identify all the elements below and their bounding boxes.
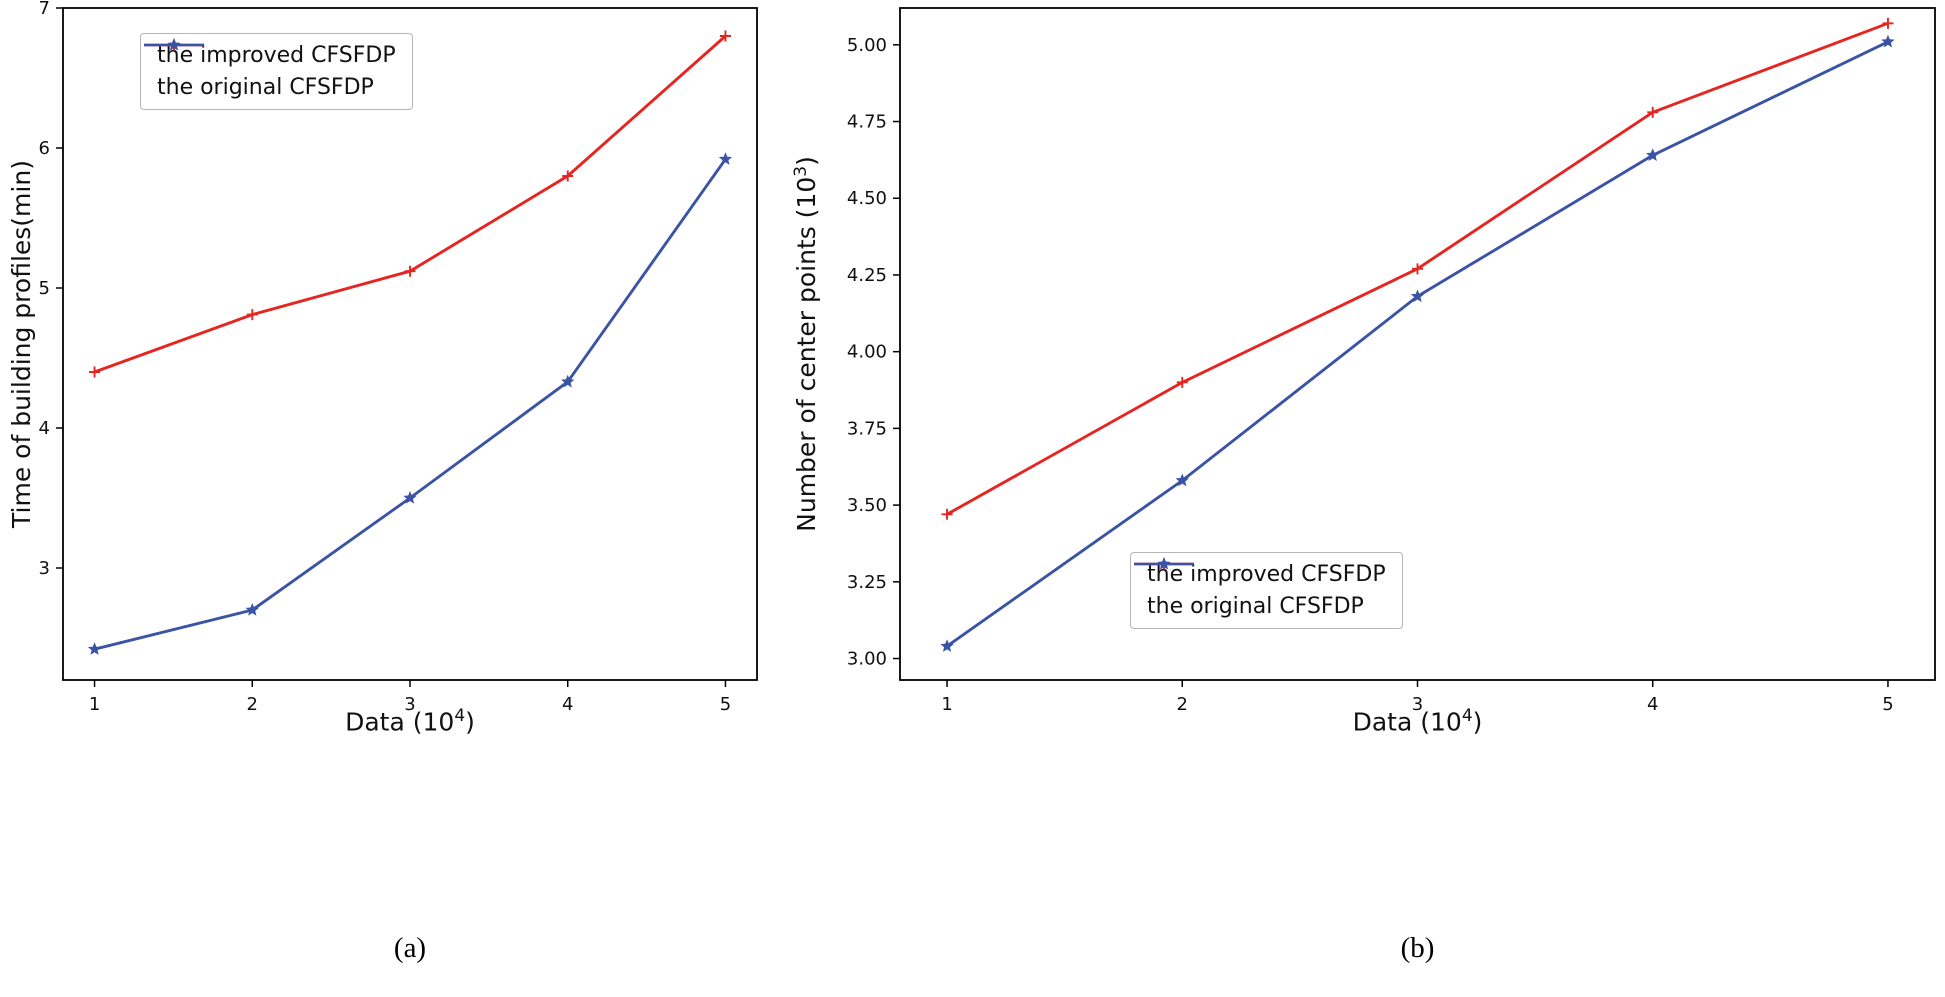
chart-a-x-axis-label: Data (104) (63, 706, 757, 736)
chart-b-x-axis-label-post: ) (1472, 707, 1483, 737)
svg-text:7: 7 (39, 0, 50, 19)
svg-text:1: 1 (941, 694, 952, 715)
svg-text:2: 2 (1177, 694, 1188, 715)
chart-a-legend-label-improved: the improved CFSFDP (157, 43, 396, 68)
svg-text:3.25: 3.25 (847, 572, 887, 593)
chart-b-legend: the improved CFSFDP the original CFSFDP (1130, 552, 1403, 629)
svg-text:5: 5 (39, 278, 50, 299)
svg-text:3.75: 3.75 (847, 418, 887, 439)
chart-b-plot-area: 1 2 3 4 5 3.00 3.25 3.50 3.75 4.00 4.25 4.50 4.75 5.0… (847, 7, 1936, 715)
chart-a-y-axis-label: Time of building profiles(min) (6, 160, 36, 528)
svg-text:2: 2 (247, 694, 258, 715)
svg-text:6: 6 (39, 138, 50, 159)
chart-a-plot-area: 1 2 3 4 5 3 4 5 6 7 (39, 0, 758, 715)
svg-text:5: 5 (1882, 694, 1893, 715)
chart-b-y-axis-label: Number of center points (103) (791, 156, 821, 532)
chart-b: 1 2 3 4 5 3.00 3.25 3.50 3.75 4.00 4.25 4.50 4.75 5.0… (780, 0, 1945, 997)
chart-a-x-axis-label-text: Data (10 (345, 707, 455, 737)
chart-b-legend-label-original: the original CFSFDP (1147, 594, 1364, 619)
svg-text:4.50: 4.50 (847, 188, 887, 209)
original-line-marker-icon (144, 38, 204, 51)
chart-b-x-axis-label: Data (104) (900, 706, 1935, 736)
chart-a-caption: (a) (393, 932, 427, 964)
svg-text:4.25: 4.25 (847, 265, 887, 286)
chart-a-legend-label-original: the original CFSFDP (157, 75, 374, 100)
svg-text:1: 1 (89, 694, 100, 715)
original-line-marker-icon (1134, 557, 1194, 570)
chart-b-y-axis-label-text: Number of center points (10 (792, 176, 822, 532)
svg-text:3.50: 3.50 (847, 495, 887, 516)
chart-a-legend-item-original: the original CFSFDP (144, 38, 396, 100)
svg-text:5.00: 5.00 (847, 35, 887, 56)
svg-text:3.00: 3.00 (847, 649, 887, 670)
svg-text:3: 3 (1412, 694, 1423, 715)
chart-a-x-axis-label-post: ) (465, 707, 475, 737)
svg-text:4: 4 (562, 694, 573, 715)
svg-text:4.00: 4.00 (847, 342, 887, 363)
svg-text:4: 4 (39, 418, 50, 439)
svg-text:4.75: 4.75 (847, 112, 887, 133)
svg-text:3: 3 (39, 558, 50, 579)
chart-a-x-axis-label-sup: 4 (454, 706, 466, 726)
svg-text:4: 4 (1647, 694, 1658, 715)
chart-b-legend-label-improved: the improved CFSFDP (1147, 562, 1386, 587)
chart-b-legend-item-original: the original CFSFDP (1134, 557, 1386, 619)
chart-b-y-axis-label-sup: 3 (790, 165, 811, 177)
chart-b-x-axis-label-text: Data (10 (1352, 707, 1462, 737)
chart-a-legend: the improved CFSFDP the original CFSFDP (140, 33, 413, 110)
chart-b-caption: (b) (1400, 932, 1435, 964)
chart-b-y-axis-label-post: ) (792, 156, 822, 166)
chart-b-x-axis-label-sup: 4 (1461, 706, 1473, 726)
chart-b-legend-item-improved: the improved CFSFDP (1134, 558, 1386, 587)
svg-text:3: 3 (404, 694, 415, 715)
svg-text:5: 5 (720, 694, 731, 715)
chart-a: 1 2 3 4 5 3 4 5 6 7 Time of building profiles(min… (0, 0, 965, 997)
chart-a-y-axis-label-text: Time of building profiles(min) (7, 160, 37, 528)
